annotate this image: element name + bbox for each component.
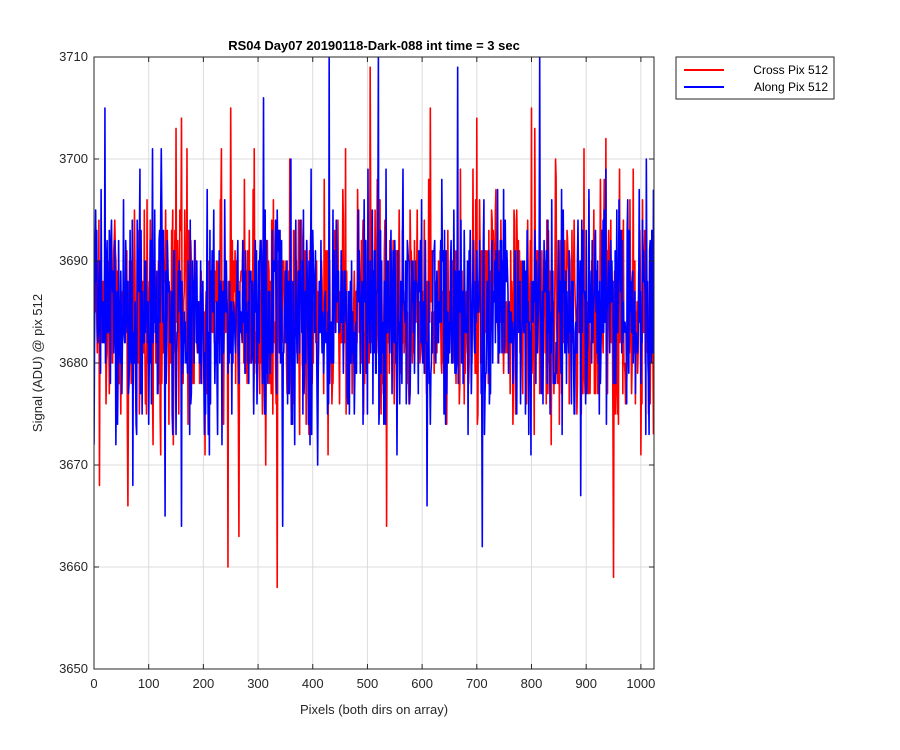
x-tick-label: 400 <box>302 676 324 691</box>
series-lines <box>94 57 654 589</box>
x-tick-label: 900 <box>575 676 597 691</box>
y-tick-label: 3670 <box>59 457 88 472</box>
y-tick-label: 3660 <box>59 559 88 574</box>
legend: Cross Pix 512 Along Pix 512 <box>675 56 835 100</box>
legend-box <box>675 56 835 100</box>
x-tick-label: 300 <box>247 676 269 691</box>
x-tick-label: 600 <box>411 676 433 691</box>
x-axis: 0 100 200 300 400 500 600 700 800 900 1000 <box>90 57 655 691</box>
y-tick-label: 3680 <box>59 355 88 370</box>
legend-label-cross-pix: Cross Pix 512 <box>753 63 828 77</box>
y-tick-label: 3710 <box>59 49 88 64</box>
x-tick-label: 500 <box>357 676 379 691</box>
x-tick-label: 700 <box>466 676 488 691</box>
legend-label-along-pix: Along Pix 512 <box>754 80 828 94</box>
x-tick-label: 100 <box>138 676 160 691</box>
x-tick-label: 800 <box>521 676 543 691</box>
y-tick-label: 3690 <box>59 253 88 268</box>
x-tick-label: 0 <box>90 676 97 691</box>
y-axis-label: Signal (ADU) @ pix 512 <box>30 294 45 432</box>
x-tick-label: 1000 <box>626 676 655 691</box>
x-axis-label: Pixels (both dirs on array) <box>300 702 448 717</box>
x-tick-label: 200 <box>193 676 215 691</box>
y-tick-label: 3650 <box>59 661 88 676</box>
y-axis: 3650 3660 3670 3680 3690 3700 3710 <box>59 49 654 676</box>
series-line-along-pix <box>94 57 654 548</box>
y-tick-label: 3700 <box>59 151 88 166</box>
chart-title: RS04 Day07 20190118-Dark-088 int time = … <box>228 38 520 53</box>
